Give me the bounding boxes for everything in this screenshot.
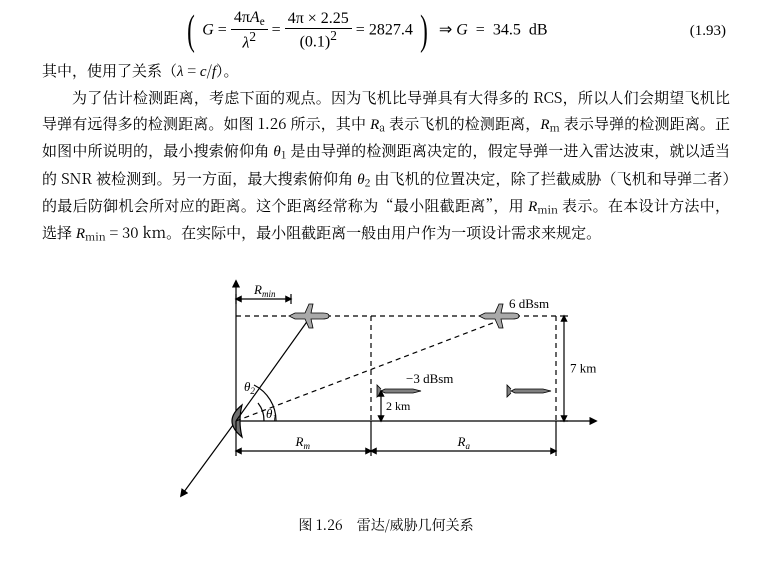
svg-text:2 km: 2 km <box>386 399 411 413</box>
svg-text:6 dBsm: 6 dBsm <box>509 296 549 311</box>
paragraph-2: 为了估计检测距离，考虑下面的观点。因为飞机比导弹具有大得多的 RCS，所以人们会… <box>42 85 730 248</box>
figure-caption: 图 1.26 雷达/威胁几何关系 <box>42 513 730 538</box>
equation-body: ( G = 4πAeλ2 = 4π × 2.25(0.1)2 = 2827.4 … <box>42 10 690 52</box>
frac1-num: 4πAe <box>231 10 268 30</box>
frac1-den: λ2 <box>231 30 268 52</box>
eq-inner-result: 2827.4 <box>369 22 413 39</box>
svg-text:Rm: Rm <box>295 434 311 451</box>
svg-text:θ2: θ2 <box>244 379 255 396</box>
svg-text:7 km: 7 km <box>570 361 596 376</box>
equation-number: (1.93) <box>690 18 730 44</box>
svg-text:−3 dBsm: −3 dBsm <box>406 371 453 386</box>
paragraph-1: 其中，使用了关系（λ = c/f）。 <box>42 58 730 85</box>
svg-text:Ra: Ra <box>457 434 471 451</box>
frac2-num: 4π × 2.25 <box>285 11 352 29</box>
figure-1-26: θ1 θ2 Rmin 6 dBsm −3 dBsm 2 km 7 km Rm Ra <box>156 251 616 511</box>
frac2-den: (0.1)2 <box>285 29 352 51</box>
svg-text:Rmin: Rmin <box>253 282 276 299</box>
svg-text:θ1: θ1 <box>266 406 277 423</box>
eq-outer-result: ⇒ G = 34.5 dB <box>439 22 548 39</box>
equation-block: ( G = 4πAeλ2 = 4π × 2.25(0.1)2 = 2827.4 … <box>42 10 730 52</box>
